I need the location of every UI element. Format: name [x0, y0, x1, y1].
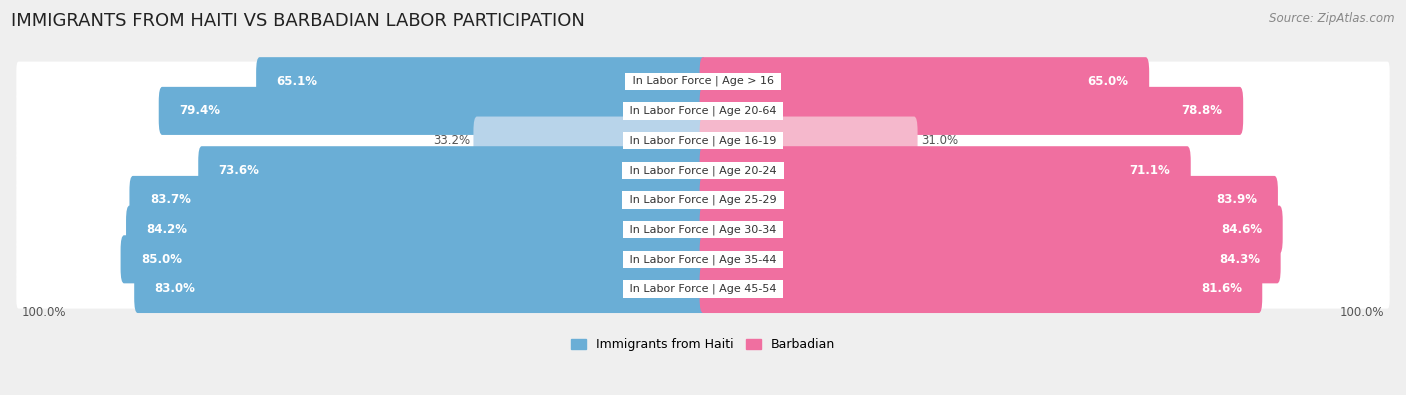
Text: 84.3%: 84.3% — [1219, 253, 1260, 266]
Text: 85.0%: 85.0% — [141, 253, 181, 266]
Text: 83.9%: 83.9% — [1216, 194, 1257, 207]
FancyBboxPatch shape — [17, 91, 1389, 130]
FancyBboxPatch shape — [700, 176, 1278, 224]
FancyBboxPatch shape — [256, 57, 706, 105]
Text: 83.0%: 83.0% — [155, 282, 195, 295]
FancyBboxPatch shape — [17, 62, 1389, 101]
Text: 83.7%: 83.7% — [150, 194, 191, 207]
Text: 31.0%: 31.0% — [921, 134, 957, 147]
Text: 100.0%: 100.0% — [22, 306, 66, 319]
Text: 79.4%: 79.4% — [179, 104, 221, 117]
Text: 33.2%: 33.2% — [433, 134, 470, 147]
FancyBboxPatch shape — [17, 269, 1389, 308]
Text: 78.8%: 78.8% — [1182, 104, 1223, 117]
Text: In Labor Force | Age 30-34: In Labor Force | Age 30-34 — [626, 224, 780, 235]
Text: Source: ZipAtlas.com: Source: ZipAtlas.com — [1270, 12, 1395, 25]
FancyBboxPatch shape — [17, 121, 1389, 160]
FancyBboxPatch shape — [159, 87, 706, 135]
Text: In Labor Force | Age 45-54: In Labor Force | Age 45-54 — [626, 284, 780, 294]
Text: In Labor Force | Age 20-24: In Labor Force | Age 20-24 — [626, 165, 780, 175]
FancyBboxPatch shape — [17, 150, 1389, 190]
FancyBboxPatch shape — [700, 205, 1282, 254]
Text: 65.0%: 65.0% — [1088, 75, 1129, 88]
Text: IMMIGRANTS FROM HAITI VS BARBADIAN LABOR PARTICIPATION: IMMIGRANTS FROM HAITI VS BARBADIAN LABOR… — [11, 12, 585, 30]
Text: In Labor Force | Age 25-29: In Labor Force | Age 25-29 — [626, 195, 780, 205]
FancyBboxPatch shape — [17, 240, 1389, 279]
Text: 73.6%: 73.6% — [219, 164, 260, 177]
Text: 65.1%: 65.1% — [277, 75, 318, 88]
FancyBboxPatch shape — [198, 146, 706, 194]
Legend: Immigrants from Haiti, Barbadian: Immigrants from Haiti, Barbadian — [565, 333, 841, 356]
FancyBboxPatch shape — [17, 210, 1389, 249]
FancyBboxPatch shape — [700, 265, 1263, 313]
FancyBboxPatch shape — [700, 117, 918, 165]
Text: 84.6%: 84.6% — [1222, 223, 1263, 236]
FancyBboxPatch shape — [121, 235, 706, 283]
FancyBboxPatch shape — [700, 87, 1243, 135]
Text: 100.0%: 100.0% — [1340, 306, 1384, 319]
FancyBboxPatch shape — [17, 181, 1389, 220]
Text: In Labor Force | Age > 16: In Labor Force | Age > 16 — [628, 76, 778, 87]
FancyBboxPatch shape — [127, 205, 706, 254]
Text: 71.1%: 71.1% — [1129, 164, 1170, 177]
Text: In Labor Force | Age 16-19: In Labor Force | Age 16-19 — [626, 135, 780, 146]
FancyBboxPatch shape — [700, 235, 1281, 283]
FancyBboxPatch shape — [129, 176, 706, 224]
FancyBboxPatch shape — [134, 265, 706, 313]
Text: 81.6%: 81.6% — [1201, 282, 1241, 295]
Text: 84.2%: 84.2% — [146, 223, 187, 236]
Text: In Labor Force | Age 35-44: In Labor Force | Age 35-44 — [626, 254, 780, 265]
FancyBboxPatch shape — [700, 146, 1191, 194]
FancyBboxPatch shape — [700, 57, 1149, 105]
FancyBboxPatch shape — [474, 117, 706, 165]
Text: In Labor Force | Age 20-64: In Labor Force | Age 20-64 — [626, 105, 780, 116]
